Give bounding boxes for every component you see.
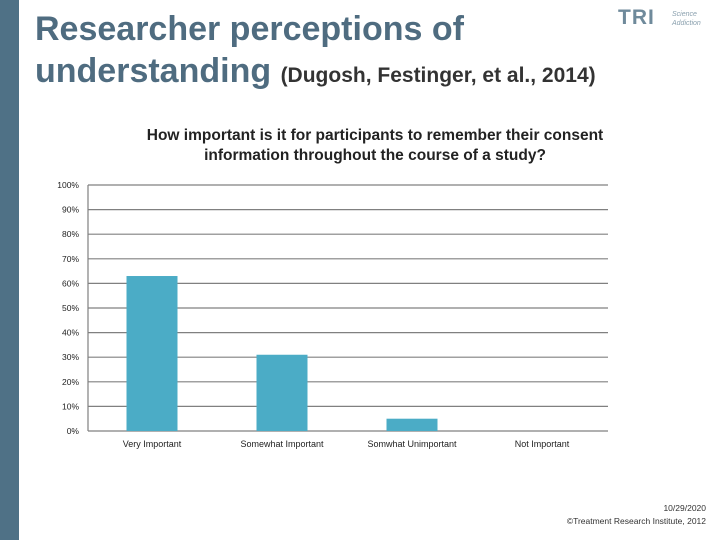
slide-title: Researcher perceptions of understanding … (35, 8, 635, 97)
y-tick-label: 10% (62, 401, 79, 411)
y-tick-label: 80% (62, 229, 79, 239)
y-tick-label: 0% (67, 426, 80, 436)
y-axis-tick-labels: 0% 10% 20% 30% 40% 50% 60% 70% 80% 90% 100% (57, 180, 79, 436)
chart-title: How important is it for participants to … (146, 127, 604, 164)
bar-very-important (126, 276, 178, 431)
tri-logo: TRI Science Addiction (618, 6, 708, 36)
x-axis-category-labels: Very Important Somewhat Important Somwhat … (123, 439, 570, 449)
y-tick-label: 90% (62, 205, 79, 215)
x-category-label: Somwhat Unimportant (367, 439, 457, 449)
y-tick-label: 70% (62, 254, 79, 264)
left-accent-bar (0, 0, 19, 540)
x-category-label: Very Important (123, 439, 182, 449)
y-tick-label: 100% (57, 180, 79, 190)
y-tick-label: 30% (62, 352, 79, 362)
y-tick-label: 60% (62, 278, 79, 288)
bar-somewhat-important (256, 354, 308, 431)
slide-title-text: Researcher perceptions of understanding (35, 10, 464, 90)
x-category-label: Somewhat Important (240, 439, 324, 449)
footer-copyright: ©Treatment Research Institute, 2012 (566, 516, 706, 526)
x-category-label: Not Important (515, 439, 570, 449)
logo-text: TRI (618, 6, 655, 29)
slide-citation: (Dugosh, Festinger, et al., 2014) (280, 64, 596, 87)
bar-somwhat-unimportant (386, 418, 438, 431)
y-tick-label: 20% (62, 377, 79, 387)
y-tick-label: 50% (62, 303, 79, 313)
logo-tagline: Science Addiction (672, 11, 701, 27)
chart-bars (126, 276, 438, 431)
y-tick-label: 40% (62, 328, 79, 338)
footer-date: 10/29/2020 (663, 503, 706, 513)
slide-footer: 10/29/2020 ©Treatment Research Institute… (567, 502, 706, 528)
